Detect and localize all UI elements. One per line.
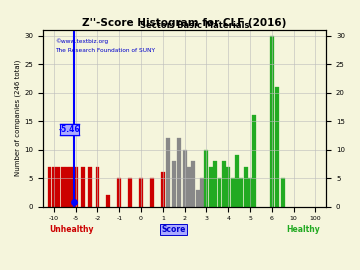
Text: Unhealthy: Unhealthy: [49, 225, 94, 234]
Bar: [217, 178, 221, 207]
Bar: [281, 178, 285, 207]
Text: ©www.textbiz.org: ©www.textbiz.org: [55, 38, 108, 44]
Bar: [209, 167, 213, 207]
Y-axis label: Number of companies (246 total): Number of companies (246 total): [15, 60, 22, 176]
Bar: [244, 167, 248, 207]
Bar: [200, 178, 204, 207]
Bar: [248, 178, 252, 207]
Bar: [81, 167, 85, 207]
Bar: [161, 173, 165, 207]
Bar: [192, 161, 195, 207]
Bar: [60, 167, 64, 207]
Bar: [56, 167, 60, 207]
Bar: [139, 178, 143, 207]
Bar: [231, 178, 234, 207]
Bar: [239, 178, 243, 207]
Bar: [177, 138, 181, 207]
Bar: [128, 178, 132, 207]
Title: Z''-Score Histogram for CLF (2016): Z''-Score Histogram for CLF (2016): [82, 18, 287, 28]
Text: -5.46: -5.46: [59, 125, 81, 134]
Bar: [270, 36, 274, 207]
Bar: [252, 115, 256, 207]
Bar: [196, 190, 200, 207]
Bar: [172, 161, 176, 207]
Bar: [235, 155, 239, 207]
Text: Score: Score: [162, 225, 186, 234]
Bar: [48, 167, 51, 207]
Bar: [222, 161, 226, 207]
Bar: [65, 167, 69, 207]
Bar: [275, 87, 279, 207]
FancyBboxPatch shape: [60, 124, 79, 135]
Text: The Research Foundation of SUNY: The Research Foundation of SUNY: [55, 48, 155, 53]
Bar: [74, 167, 78, 207]
Bar: [52, 167, 56, 207]
Bar: [213, 161, 217, 207]
Bar: [226, 167, 230, 207]
Bar: [183, 150, 186, 207]
Bar: [166, 138, 170, 207]
Bar: [150, 178, 154, 207]
Bar: [117, 178, 121, 207]
Bar: [88, 167, 92, 207]
Text: Healthy: Healthy: [287, 225, 320, 234]
Bar: [204, 150, 208, 207]
Bar: [95, 167, 99, 207]
Text: Sector: Basic Materials: Sector: Basic Materials: [140, 21, 249, 30]
Bar: [107, 195, 110, 207]
Bar: [187, 167, 191, 207]
Bar: [69, 167, 73, 207]
